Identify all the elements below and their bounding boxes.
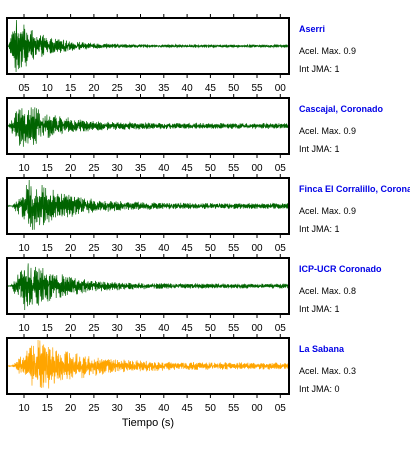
x-tick-label: 10 — [18, 243, 30, 254]
station-panel: 10 15 20 25 30 35 40 45 50 55 00 05 La Sabana Acel. M… — [6, 334, 356, 414]
panel-frame — [6, 177, 290, 235]
station-name: Finca El Corralillo, Coronado — [299, 184, 410, 194]
x-tick-label: 45 — [182, 243, 194, 254]
station-panels: 05 10 15 20 25 30 35 40 45 50 55 00 Aserri Acel. Max.… — [6, 14, 410, 414]
x-tick-label: 55 — [228, 243, 240, 254]
x-tick-label: 15 — [42, 243, 54, 254]
x-tick-label: 50 — [205, 323, 217, 334]
x-tick-label: 20 — [88, 83, 100, 94]
x-tick-label: 45 — [182, 323, 194, 334]
x-tick-label: 25 — [88, 243, 100, 254]
x-tick-label: 45 — [182, 403, 194, 414]
x-tick-label: 50 — [205, 163, 217, 174]
station-panel: 05 10 15 20 25 30 35 40 45 50 55 00 Aserri Acel. Max.… — [6, 14, 356, 94]
accel-max-label: Acel. Max. 0.9 — [299, 126, 356, 136]
x-tick-label: 30 — [112, 403, 124, 414]
waveform-trace — [6, 107, 290, 147]
x-tick-label: 55 — [228, 163, 240, 174]
station-name: Aserri — [299, 24, 325, 34]
x-tick-label: 10 — [18, 403, 30, 414]
x-tick-label: 40 — [182, 83, 194, 94]
x-tick-label: 30 — [135, 83, 147, 94]
x-tick-label: 55 — [228, 323, 240, 334]
x-tick-label: 50 — [228, 83, 240, 94]
x-tick-label: 20 — [65, 323, 77, 334]
x-tick-label: 10 — [18, 163, 30, 174]
x-tick-label: 30 — [112, 323, 124, 334]
x-tick-label: 40 — [158, 243, 170, 254]
x-tick-label: 40 — [158, 163, 170, 174]
panel-frame — [6, 337, 290, 395]
panel-frame — [6, 257, 290, 315]
x-tick-label: 40 — [158, 323, 170, 334]
x-tick-label: 20 — [65, 243, 77, 254]
x-tick-label: 25 — [88, 163, 100, 174]
x-tick-label: 05 — [275, 163, 287, 174]
x-tick-label: 25 — [88, 323, 100, 334]
x-tick-label: 10 — [42, 83, 54, 94]
x-tick-label: 20 — [65, 403, 77, 414]
x-tick-label: 00 — [251, 163, 263, 174]
x-tick-label: 05 — [275, 243, 287, 254]
station-name: ICP-UCR Coronado — [299, 264, 382, 274]
x-tick-label: 45 — [182, 163, 194, 174]
accel-max-label: Acel. Max. 0.9 — [299, 206, 356, 216]
x-tick-label: 50 — [205, 243, 217, 254]
station-name: La Sabana — [299, 344, 345, 354]
x-tick-label: 35 — [135, 323, 147, 334]
x-tick-label: 00 — [251, 243, 263, 254]
x-tick-label: 55 — [251, 83, 263, 94]
int-jma-label: Int JMA: 1 — [299, 224, 340, 234]
x-tick-label: 35 — [135, 243, 147, 254]
x-tick-label: 25 — [112, 83, 124, 94]
int-jma-label: Int JMA: 1 — [299, 304, 340, 314]
x-tick-label: 15 — [42, 403, 54, 414]
waveform-trace — [6, 339, 290, 389]
station-name: Cascajal, Coronado — [299, 104, 384, 114]
x-tick-label: 40 — [158, 403, 170, 414]
accel-max-label: Acel. Max. 0.8 — [299, 286, 356, 296]
x-tick-label: 20 — [65, 163, 77, 174]
int-jma-label: Int JMA: 1 — [299, 64, 340, 74]
x-tick-label: 35 — [158, 83, 170, 94]
station-panel: 10 15 20 25 30 35 40 45 50 55 00 05 Cascajal, Corona… — [6, 94, 384, 174]
int-jma-label: Int JMA: 1 — [299, 144, 340, 154]
x-tick-label: 30 — [112, 243, 124, 254]
x-tick-label: 15 — [42, 323, 54, 334]
accel-max-label: Acel. Max. 0.9 — [299, 46, 356, 56]
station-panel: 10 15 20 25 30 35 40 45 50 55 00 05 Finca El Corrali… — [6, 174, 410, 254]
accel-max-label: Acel. Max. 0.3 — [299, 366, 356, 376]
waveform-trace — [6, 179, 290, 230]
x-tick-label: 00 — [251, 323, 263, 334]
station-panel: 10 15 20 25 30 35 40 45 50 55 00 05 ICP-UCR Coronado… — [6, 254, 382, 334]
x-tick-label: 15 — [42, 163, 54, 174]
x-tick-label: 10 — [18, 323, 30, 334]
x-tick-label: 45 — [205, 83, 217, 94]
x-tick-label: 50 — [205, 403, 217, 414]
x-tick-label: 05 — [18, 83, 30, 94]
panel-frame — [6, 97, 290, 155]
panel-frame — [6, 17, 290, 75]
x-tick-label: 35 — [135, 403, 147, 414]
x-tick-label: 55 — [228, 403, 240, 414]
x-tick-label: 00 — [275, 83, 287, 94]
x-tick-label: 05 — [275, 323, 287, 334]
x-tick-label: 00 — [251, 403, 263, 414]
x-tick-label: 35 — [135, 163, 147, 174]
x-tick-label: 15 — [65, 83, 77, 94]
int-jma-label: Int JMA: 0 — [299, 384, 340, 394]
x-tick-label: 25 — [88, 403, 100, 414]
x-tick-label: 05 — [275, 403, 287, 414]
waveform-trace — [6, 263, 290, 311]
x-axis-title: Tiempo (s) — [122, 417, 174, 429]
waveform-trace — [6, 19, 290, 73]
x-tick-label: 30 — [112, 163, 124, 174]
